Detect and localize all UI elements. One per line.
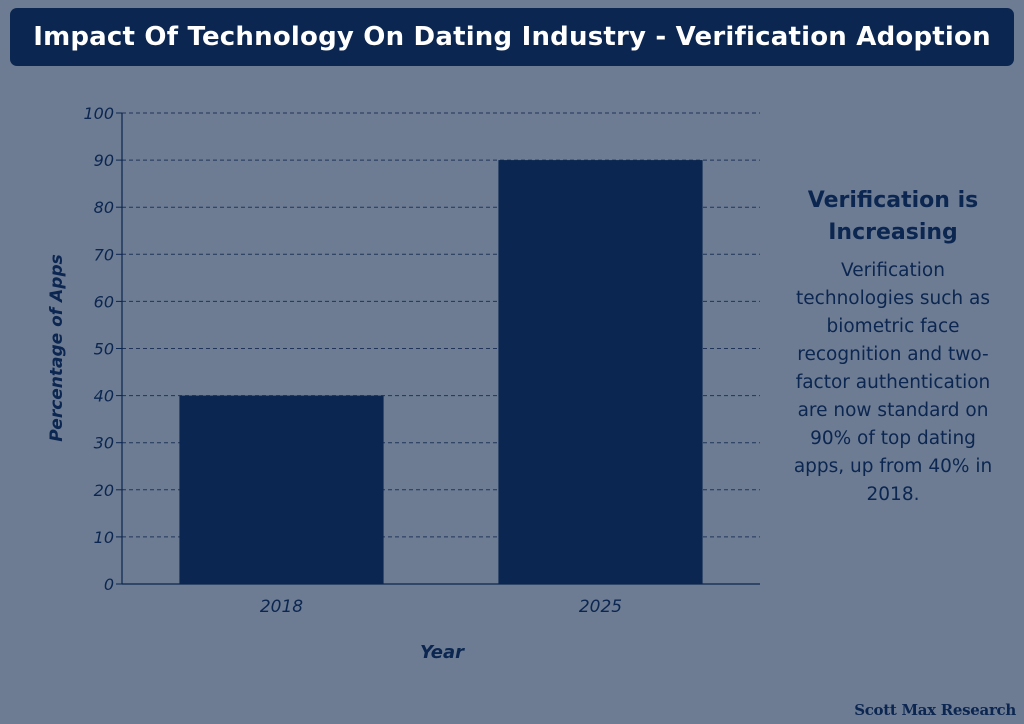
x-axis-title: Year [420,642,465,663]
y-tick-label: 30 [94,434,114,453]
y-tick-label: 40 [94,387,114,406]
bar-2018 [179,395,384,584]
x-tick-label: 2018 [260,597,303,617]
y-tick-label: 0 [104,575,114,594]
tick-labels: 0 10 20 30 40 50 60 70 80 90 100 2018 2025 [83,104,622,617]
y-tick-label: 50 [94,340,114,359]
axes [116,112,760,585]
title-bar: Impact Of Technology On Dating Industry … [10,8,1014,66]
insight-panel: Verification is Increasing Verification … [782,185,1004,509]
y-tick-label: 10 [94,528,114,547]
x-tick-label: 2025 [579,597,622,617]
y-tick-label: 60 [94,292,114,311]
chart-title: Impact Of Technology On Dating Industry … [33,22,991,52]
y-tick-label: 90 [94,151,114,170]
y-tick-label: 20 [94,481,114,500]
bar-2025 [498,160,703,584]
brand-logo: Scott Max Research [854,700,1016,719]
y-axis-title: Percentage of Apps [47,254,67,441]
y-tick-label: 80 [94,198,114,217]
y-tick-label: 100 [83,104,114,123]
y-tick-label: 70 [94,245,114,264]
brand-name: Scott Max Research [854,701,1016,719]
bars [179,160,703,584]
insight-heading: Verification is Increasing [807,188,979,245]
insight-text: Verification technologies such as biomet… [793,260,993,505]
